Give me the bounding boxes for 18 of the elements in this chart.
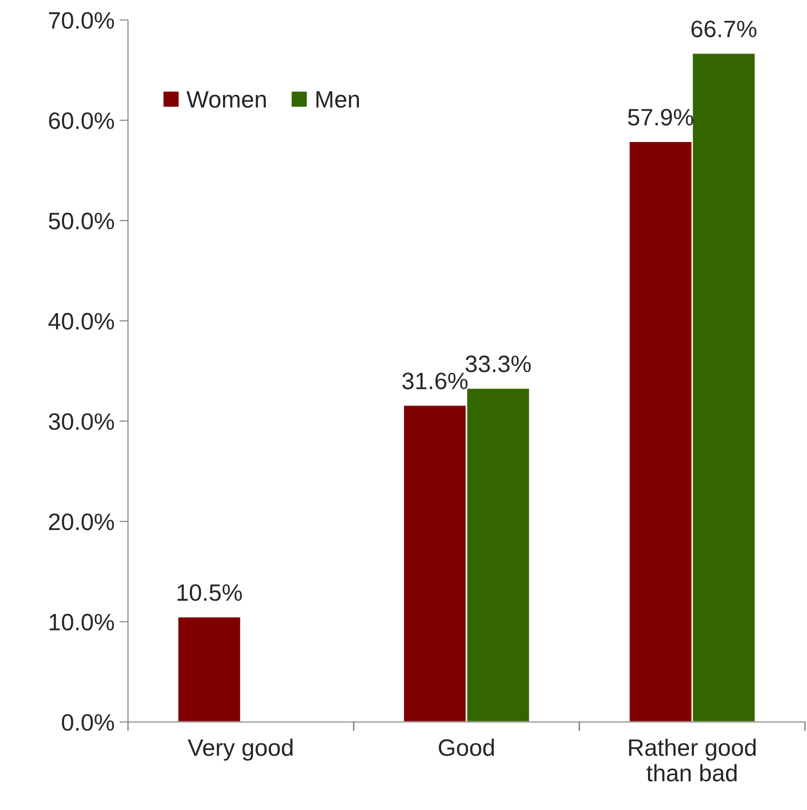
data-label: 10.5%	[178, 584, 242, 601]
data-label: 66.7%	[691, 20, 756, 38]
data-label: 31.6%	[402, 372, 468, 390]
data-label: 33.3%	[466, 356, 531, 372]
y-tick-label: 40.0%	[48, 312, 114, 330]
y-tick-label: 50.0%	[48, 212, 114, 230]
y-tick-label: 20.0%	[49, 513, 114, 530]
y-tick-label: 70.0%	[49, 12, 114, 29]
y-tick-label: 0.0%	[62, 714, 114, 731]
y-tick-label: 60.0%	[49, 112, 114, 130]
bar	[176, 616, 242, 722]
legend-label: Men	[316, 91, 359, 108]
y-tick-label: 30.0%	[48, 413, 114, 430]
y-tick-label: 10.0%	[50, 614, 114, 630]
legend-label: Women	[186, 91, 266, 108]
x-tick-label: Good	[438, 738, 494, 756]
x-tick-label: Very good	[188, 738, 292, 761]
x-tick-label: Rather good than bad	[629, 738, 756, 782]
